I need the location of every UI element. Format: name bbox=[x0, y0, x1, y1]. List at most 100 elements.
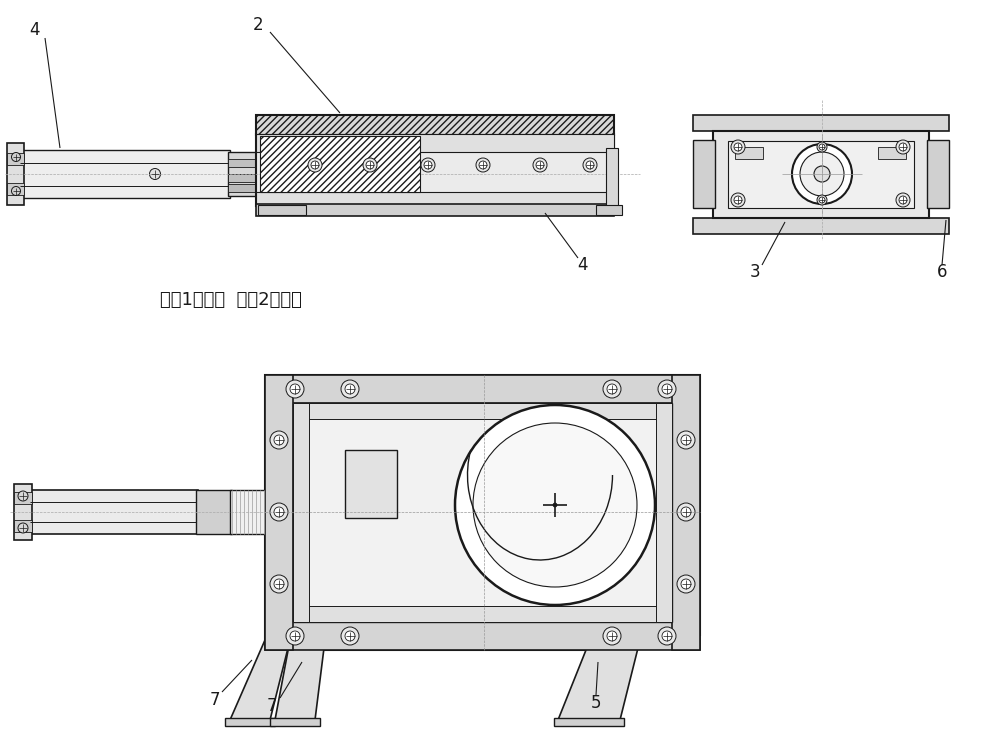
Circle shape bbox=[899, 196, 907, 204]
Bar bbox=[265, 622, 700, 650]
Text: 6: 6 bbox=[937, 263, 947, 281]
Bar bbox=[693, 218, 949, 234]
Bar bbox=[256, 192, 614, 206]
Circle shape bbox=[536, 161, 544, 169]
Circle shape bbox=[270, 431, 288, 449]
Circle shape bbox=[345, 384, 355, 394]
Circle shape bbox=[731, 140, 745, 154]
Circle shape bbox=[455, 405, 655, 605]
Circle shape bbox=[734, 143, 742, 151]
Circle shape bbox=[899, 143, 907, 151]
Circle shape bbox=[421, 158, 435, 172]
Circle shape bbox=[662, 384, 672, 394]
Bar bbox=[230, 490, 270, 534]
Circle shape bbox=[290, 384, 300, 394]
Bar bbox=[345, 450, 397, 518]
Circle shape bbox=[18, 523, 28, 533]
Circle shape bbox=[311, 161, 319, 169]
Text: 3: 3 bbox=[750, 263, 760, 281]
Circle shape bbox=[424, 161, 432, 169]
Bar bbox=[256, 134, 614, 206]
Circle shape bbox=[658, 380, 676, 398]
Circle shape bbox=[583, 158, 597, 172]
Bar bbox=[260, 136, 420, 192]
Circle shape bbox=[681, 435, 691, 445]
Bar bbox=[270, 718, 320, 726]
Text: 2: 2 bbox=[253, 16, 263, 34]
Bar bbox=[228, 152, 258, 196]
Circle shape bbox=[270, 503, 288, 521]
Bar bbox=[606, 148, 618, 206]
Bar bbox=[728, 141, 914, 208]
Circle shape bbox=[792, 144, 852, 204]
Circle shape bbox=[341, 380, 359, 398]
Polygon shape bbox=[558, 640, 640, 720]
Circle shape bbox=[734, 196, 742, 204]
Text: 4: 4 bbox=[577, 256, 587, 274]
Circle shape bbox=[731, 193, 745, 207]
Bar bbox=[554, 718, 624, 726]
Circle shape bbox=[286, 627, 304, 645]
Circle shape bbox=[677, 503, 695, 521]
Circle shape bbox=[814, 166, 830, 182]
Bar bbox=[693, 115, 949, 131]
Circle shape bbox=[681, 507, 691, 517]
Circle shape bbox=[476, 158, 490, 172]
Circle shape bbox=[603, 380, 621, 398]
Bar bbox=[256, 134, 614, 152]
Circle shape bbox=[819, 144, 825, 150]
Circle shape bbox=[896, 140, 910, 154]
Circle shape bbox=[366, 161, 374, 169]
Circle shape bbox=[270, 575, 288, 593]
Bar bbox=[293, 606, 672, 622]
Circle shape bbox=[607, 631, 617, 641]
Bar bbox=[30, 490, 198, 534]
Text: 4: 4 bbox=[30, 21, 40, 39]
Circle shape bbox=[662, 631, 672, 641]
Bar bbox=[693, 140, 715, 208]
Bar bbox=[20, 150, 230, 198]
Bar bbox=[228, 174, 258, 182]
Circle shape bbox=[479, 161, 487, 169]
Circle shape bbox=[18, 491, 28, 501]
Bar bbox=[293, 403, 672, 622]
Circle shape bbox=[473, 423, 637, 587]
Bar bbox=[596, 205, 622, 215]
Bar bbox=[656, 403, 672, 622]
Circle shape bbox=[677, 431, 695, 449]
Circle shape bbox=[12, 152, 20, 161]
Bar bbox=[225, 718, 275, 726]
Bar bbox=[7, 183, 24, 195]
Circle shape bbox=[896, 193, 910, 207]
Bar bbox=[713, 131, 929, 218]
Circle shape bbox=[817, 142, 827, 152]
Circle shape bbox=[819, 197, 825, 203]
Circle shape bbox=[150, 169, 160, 180]
Bar bbox=[878, 147, 906, 159]
Text: 7: 7 bbox=[210, 691, 220, 709]
Polygon shape bbox=[230, 640, 290, 720]
Circle shape bbox=[286, 380, 304, 398]
Bar bbox=[14, 492, 32, 504]
Circle shape bbox=[274, 579, 284, 589]
Circle shape bbox=[12, 186, 20, 196]
Circle shape bbox=[363, 158, 377, 172]
Bar bbox=[293, 403, 309, 622]
Bar bbox=[228, 159, 258, 167]
Circle shape bbox=[586, 161, 594, 169]
Bar bbox=[7, 153, 24, 165]
Bar bbox=[7, 143, 24, 205]
Bar bbox=[256, 115, 614, 135]
Circle shape bbox=[607, 384, 617, 394]
Circle shape bbox=[290, 631, 300, 641]
Circle shape bbox=[817, 195, 827, 205]
Circle shape bbox=[345, 631, 355, 641]
Bar bbox=[735, 147, 763, 159]
Text: 闸剀1号位置  闸剀2号位置: 闸剀1号位置 闸剀2号位置 bbox=[160, 291, 302, 309]
Circle shape bbox=[274, 435, 284, 445]
Circle shape bbox=[274, 507, 284, 517]
Circle shape bbox=[533, 158, 547, 172]
Circle shape bbox=[800, 152, 844, 196]
Circle shape bbox=[677, 575, 695, 593]
Bar bbox=[258, 205, 306, 215]
